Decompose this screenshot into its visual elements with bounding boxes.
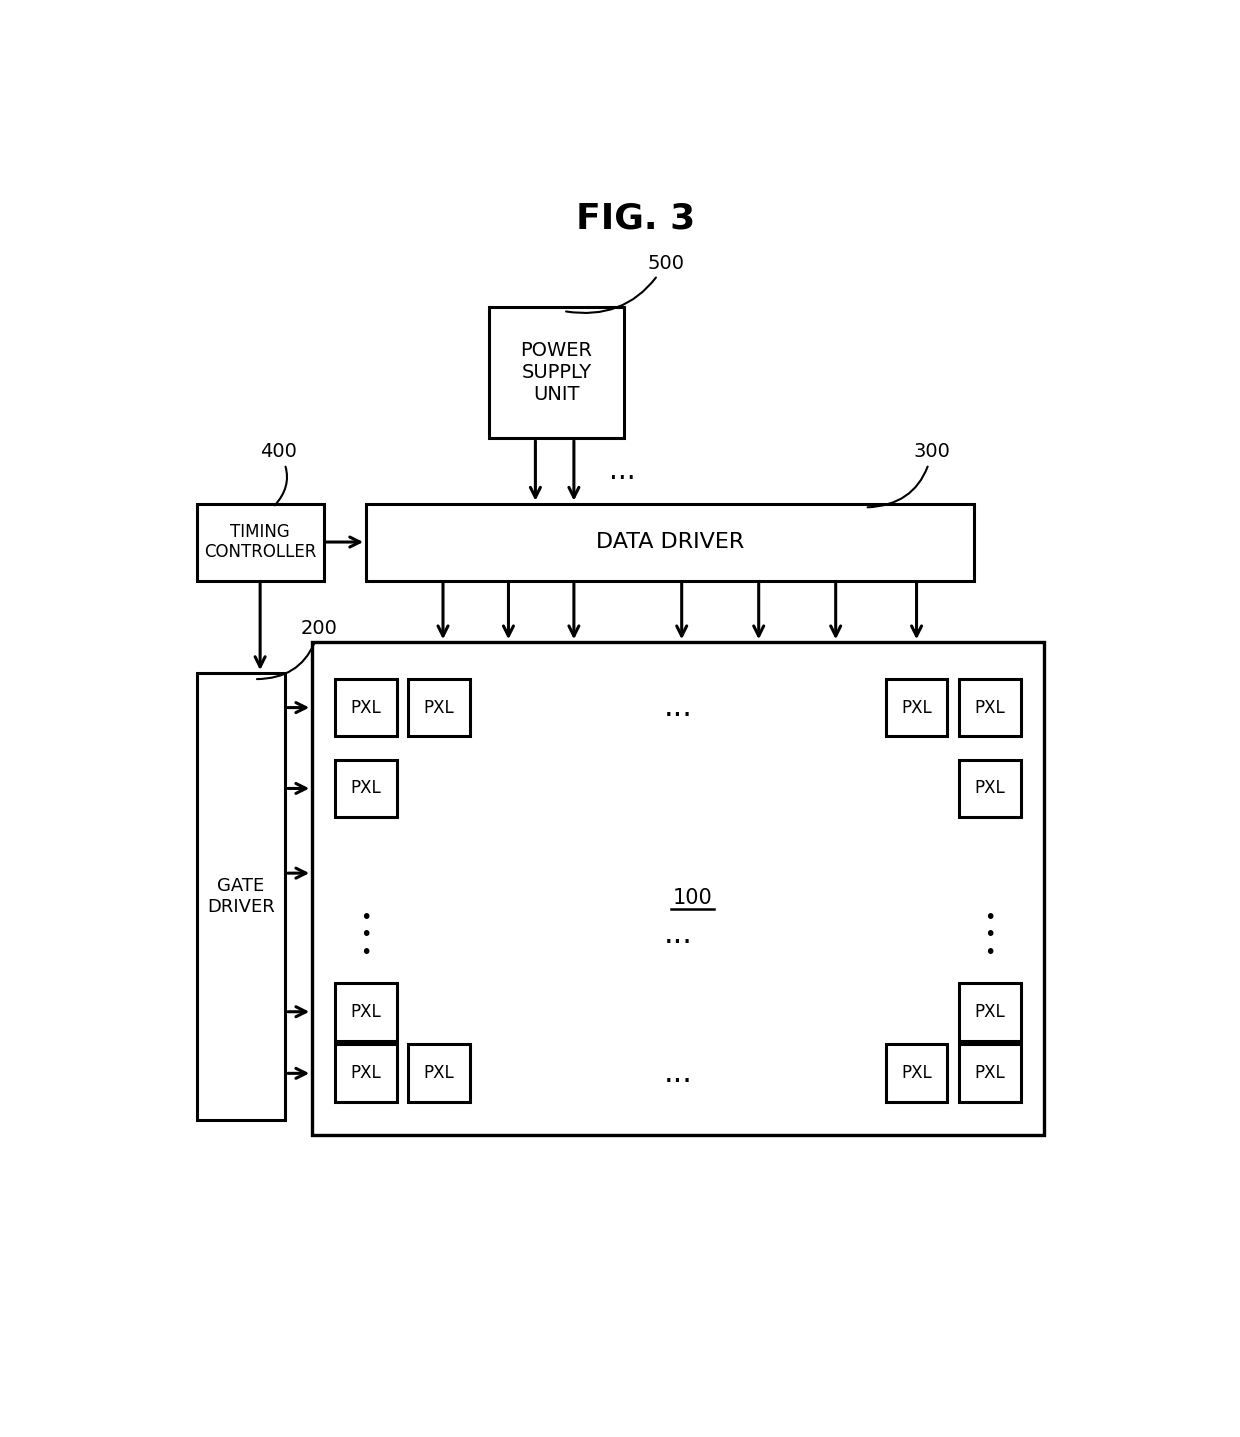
Text: PXL: PXL	[424, 698, 455, 717]
Text: ...: ...	[609, 457, 635, 484]
Text: FIG. 3: FIG. 3	[575, 201, 696, 236]
Bar	[335, 678, 397, 737]
Bar	[408, 678, 470, 737]
Text: ...: ...	[663, 920, 692, 950]
Text: PXL: PXL	[975, 779, 1006, 798]
Bar	[959, 678, 1021, 737]
Text: 100: 100	[672, 888, 712, 908]
Text: 300: 300	[868, 443, 950, 507]
Text: PXL: PXL	[351, 1003, 382, 1020]
Text: DATA DRIVER: DATA DRIVER	[596, 532, 744, 552]
Text: PXL: PXL	[351, 698, 382, 717]
Text: PXL: PXL	[975, 1065, 1006, 1082]
Bar	[366, 503, 975, 581]
Text: ...: ...	[663, 1059, 692, 1088]
Bar	[490, 308, 624, 438]
Bar	[959, 983, 1021, 1040]
Bar	[885, 678, 947, 737]
Bar	[335, 760, 397, 818]
Bar	[197, 673, 285, 1119]
Text: PXL: PXL	[975, 698, 1006, 717]
Text: PXL: PXL	[351, 779, 382, 798]
Text: •
•
•: • • •	[361, 908, 372, 961]
Text: 400: 400	[260, 443, 298, 506]
Bar	[408, 1045, 470, 1102]
Bar	[335, 983, 397, 1040]
Text: GATE
DRIVER: GATE DRIVER	[207, 877, 275, 915]
Bar	[197, 503, 324, 581]
Bar	[312, 642, 1044, 1135]
Text: PXL: PXL	[901, 698, 932, 717]
Bar	[959, 1045, 1021, 1102]
Text: •
•
•: • • •	[985, 908, 996, 961]
Text: ...: ...	[663, 693, 692, 721]
Text: PXL: PXL	[424, 1065, 455, 1082]
Bar	[885, 1045, 947, 1102]
Text: POWER
SUPPLY
UNIT: POWER SUPPLY UNIT	[521, 341, 593, 404]
Text: PXL: PXL	[901, 1065, 932, 1082]
Text: 500: 500	[565, 253, 684, 313]
Bar	[959, 760, 1021, 818]
Text: TIMING
CONTROLLER: TIMING CONTROLLER	[203, 523, 316, 562]
Text: 200: 200	[257, 619, 337, 680]
Text: PXL: PXL	[351, 1065, 382, 1082]
Text: PXL: PXL	[975, 1003, 1006, 1020]
Bar	[335, 1045, 397, 1102]
